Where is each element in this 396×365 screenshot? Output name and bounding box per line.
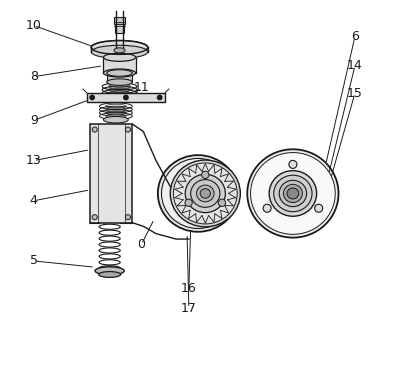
Bar <box>114 17 125 24</box>
Ellipse shape <box>185 174 225 212</box>
Text: 17: 17 <box>181 302 197 315</box>
Bar <box>107 73 132 82</box>
Text: 10: 10 <box>26 19 42 32</box>
Circle shape <box>289 160 297 168</box>
Ellipse shape <box>170 160 240 227</box>
Circle shape <box>92 215 97 220</box>
Ellipse shape <box>191 180 220 207</box>
Text: 6: 6 <box>351 30 359 43</box>
Ellipse shape <box>251 153 335 234</box>
Text: 4: 4 <box>30 194 38 207</box>
Ellipse shape <box>107 70 132 76</box>
Text: 11: 11 <box>133 81 149 94</box>
Ellipse shape <box>158 155 238 232</box>
Circle shape <box>124 95 128 100</box>
Text: 8: 8 <box>30 70 38 83</box>
Ellipse shape <box>91 41 148 54</box>
Ellipse shape <box>200 189 210 198</box>
Ellipse shape <box>162 158 234 228</box>
Circle shape <box>185 199 192 207</box>
Ellipse shape <box>173 163 237 224</box>
Circle shape <box>315 204 323 212</box>
Circle shape <box>126 127 130 132</box>
Text: 0: 0 <box>137 238 145 251</box>
Circle shape <box>218 199 226 207</box>
Ellipse shape <box>279 180 307 207</box>
Circle shape <box>92 127 97 132</box>
Bar <box>115 24 124 33</box>
Ellipse shape <box>95 267 124 275</box>
Circle shape <box>202 171 209 178</box>
Bar <box>90 124 132 223</box>
Ellipse shape <box>91 45 148 58</box>
Circle shape <box>263 204 271 212</box>
Ellipse shape <box>103 53 135 61</box>
Ellipse shape <box>269 171 317 216</box>
Text: 9: 9 <box>30 114 38 127</box>
Ellipse shape <box>114 48 125 53</box>
Text: 15: 15 <box>347 87 363 100</box>
Bar <box>87 93 165 102</box>
Text: 5: 5 <box>30 254 38 268</box>
Bar <box>103 57 135 73</box>
Ellipse shape <box>103 69 135 77</box>
Circle shape <box>158 95 162 100</box>
Text: 16: 16 <box>181 282 197 295</box>
Ellipse shape <box>287 188 299 199</box>
Text: 13: 13 <box>26 154 42 167</box>
Ellipse shape <box>274 175 312 212</box>
Ellipse shape <box>103 116 128 123</box>
Ellipse shape <box>247 149 339 238</box>
Ellipse shape <box>107 79 132 85</box>
Circle shape <box>90 95 94 100</box>
Ellipse shape <box>196 185 214 202</box>
Ellipse shape <box>284 184 303 203</box>
Ellipse shape <box>99 272 121 277</box>
Circle shape <box>126 215 130 220</box>
Text: 14: 14 <box>347 59 363 72</box>
